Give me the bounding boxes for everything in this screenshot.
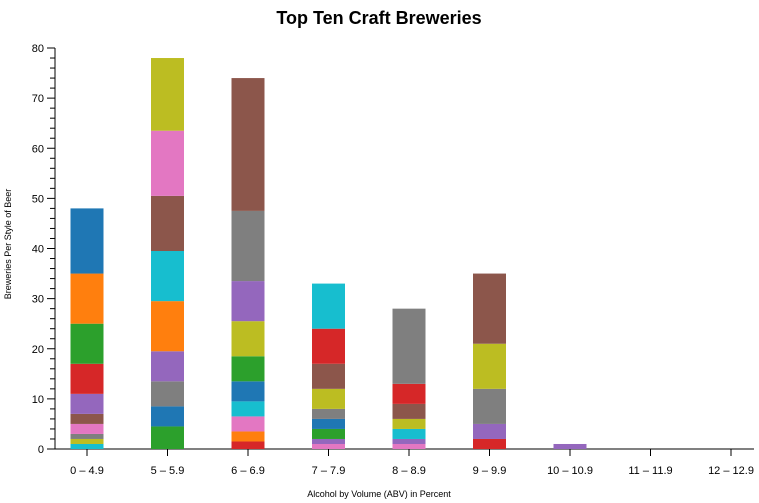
y-tick-label: 70 bbox=[32, 93, 44, 105]
bar-segment bbox=[392, 403, 426, 419]
x-tick-label: 6 – 6.9 bbox=[231, 465, 265, 477]
bar-segment bbox=[392, 443, 426, 449]
bar-segment bbox=[231, 416, 265, 432]
bar-segment bbox=[312, 408, 345, 419]
y-tick-label: 10 bbox=[32, 394, 44, 406]
bar-segment bbox=[231, 210, 265, 282]
bar-segment bbox=[70, 433, 104, 439]
y-tick-label: 60 bbox=[32, 143, 44, 155]
y-axis-ticks: 0 10 20 30 40 50 60 70 80 bbox=[32, 43, 55, 456]
bar-segment bbox=[231, 381, 265, 402]
bar-segment bbox=[70, 323, 104, 364]
bar-segment bbox=[312, 363, 345, 389]
bar-segment bbox=[392, 308, 426, 384]
bar-segment bbox=[312, 328, 345, 364]
x-tick-label: 10 – 10.9 bbox=[547, 465, 593, 477]
bar-segment bbox=[231, 321, 265, 357]
chart-title: Top Ten Craft Breweries bbox=[276, 8, 481, 28]
bar-segment bbox=[312, 388, 345, 409]
x-tick-label: 0 – 4.9 bbox=[70, 465, 104, 477]
bar-segment bbox=[70, 423, 104, 434]
bar-segment bbox=[151, 58, 184, 131]
bar-segment bbox=[312, 438, 345, 444]
y-tick-label: 40 bbox=[32, 244, 44, 256]
y-tick-label: 80 bbox=[32, 43, 44, 55]
bar-segment bbox=[473, 273, 506, 344]
bar-segment bbox=[312, 283, 345, 329]
bar-segment bbox=[231, 281, 265, 322]
bar-segment bbox=[70, 393, 104, 414]
bar-segment bbox=[473, 388, 506, 424]
bar-segment bbox=[231, 401, 265, 417]
y-tick-label: 50 bbox=[32, 193, 44, 205]
y-tick-label: 0 bbox=[38, 444, 44, 456]
bar-segment bbox=[151, 301, 184, 352]
bar-segment bbox=[231, 441, 265, 449]
x-tick-label: 11 – 11.9 bbox=[628, 465, 672, 477]
bar-segment bbox=[392, 428, 426, 439]
bar-segment bbox=[312, 443, 345, 449]
bar-segment bbox=[312, 418, 345, 429]
bar-segment bbox=[473, 423, 506, 439]
y-tick-label: 20 bbox=[32, 344, 44, 356]
bar-segment bbox=[70, 413, 104, 424]
bar-segment bbox=[151, 130, 184, 196]
x-tick-label: 9 – 9.9 bbox=[473, 465, 507, 477]
x-tick-label: 8 – 8.9 bbox=[392, 465, 426, 477]
bar-segment bbox=[392, 383, 426, 404]
bar-segment bbox=[151, 195, 184, 252]
bar-segment bbox=[151, 426, 184, 449]
x-axis-ticks: 0 – 4.9 5 – 5.9 6 – 6.9 7 – 7.9 8 – 8.9 9 – 9… bbox=[70, 449, 754, 477]
bar-segment bbox=[553, 443, 587, 449]
x-tick-label: 12 – 12.9 bbox=[708, 465, 754, 477]
x-tick-label: 5 – 5.9 bbox=[151, 465, 185, 477]
x-axis-title: Alcohol by Volume (ABV) in Percent bbox=[307, 489, 451, 499]
bar-segment bbox=[151, 381, 184, 407]
bar-segment bbox=[473, 343, 506, 389]
bar-segment bbox=[151, 351, 184, 382]
bar-segment bbox=[231, 356, 265, 382]
bar-segment bbox=[70, 438, 104, 444]
bar-segment bbox=[231, 78, 265, 211]
y-tick-label: 30 bbox=[32, 294, 44, 306]
bar-segment bbox=[392, 438, 426, 444]
bar-segment bbox=[231, 431, 265, 442]
bar-segment bbox=[70, 443, 104, 449]
bar-segment bbox=[473, 438, 506, 449]
bar-segment bbox=[70, 363, 104, 394]
bar-stacks bbox=[70, 58, 587, 449]
x-tick-label: 7 – 7.9 bbox=[312, 465, 346, 477]
bar-segment bbox=[312, 428, 345, 439]
bar-segment bbox=[70, 273, 104, 324]
y-axis-title: Breweries Per Style of Beer bbox=[3, 189, 13, 300]
bar-segment bbox=[151, 406, 184, 427]
bar-segment bbox=[151, 251, 184, 302]
bar-segment bbox=[392, 418, 426, 429]
bar-segment bbox=[70, 208, 104, 274]
